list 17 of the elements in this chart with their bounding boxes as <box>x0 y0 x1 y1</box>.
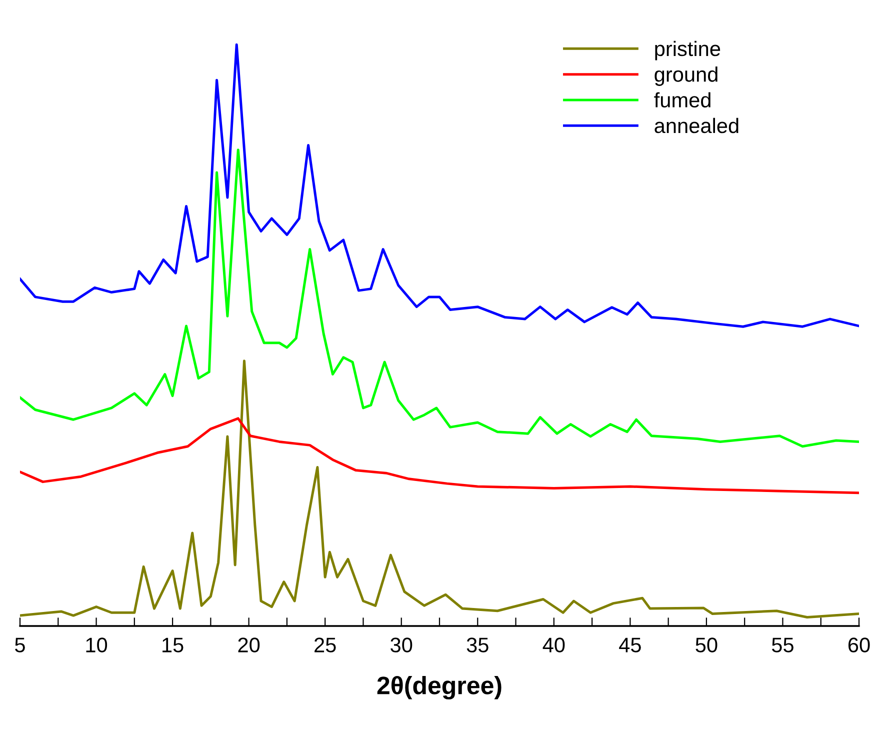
x-tick-label: 60 <box>848 638 870 652</box>
x-tick-label: 35 <box>466 638 488 652</box>
x-axis-title: 2θ(degree) <box>377 676 502 700</box>
x-tick-label: 40 <box>542 638 565 652</box>
x-tick-label: 5 <box>15 638 25 652</box>
x-tick-label: 55 <box>772 638 794 652</box>
x-tick-label: 10 <box>86 638 108 652</box>
legend-label: fumed <box>654 92 710 108</box>
x-tick-label: 25 <box>314 638 336 652</box>
legend-label: ground <box>654 66 718 86</box>
legend-label: pristine <box>655 40 720 60</box>
x-tick-label: 50 <box>696 638 718 652</box>
legend-label: annealed <box>654 118 738 134</box>
x-tick-label: 30 <box>390 638 412 652</box>
x-tick-label: 45 <box>619 638 641 652</box>
x-tick-label: 15 <box>162 638 184 652</box>
x-tick-label: 20 <box>238 638 260 652</box>
